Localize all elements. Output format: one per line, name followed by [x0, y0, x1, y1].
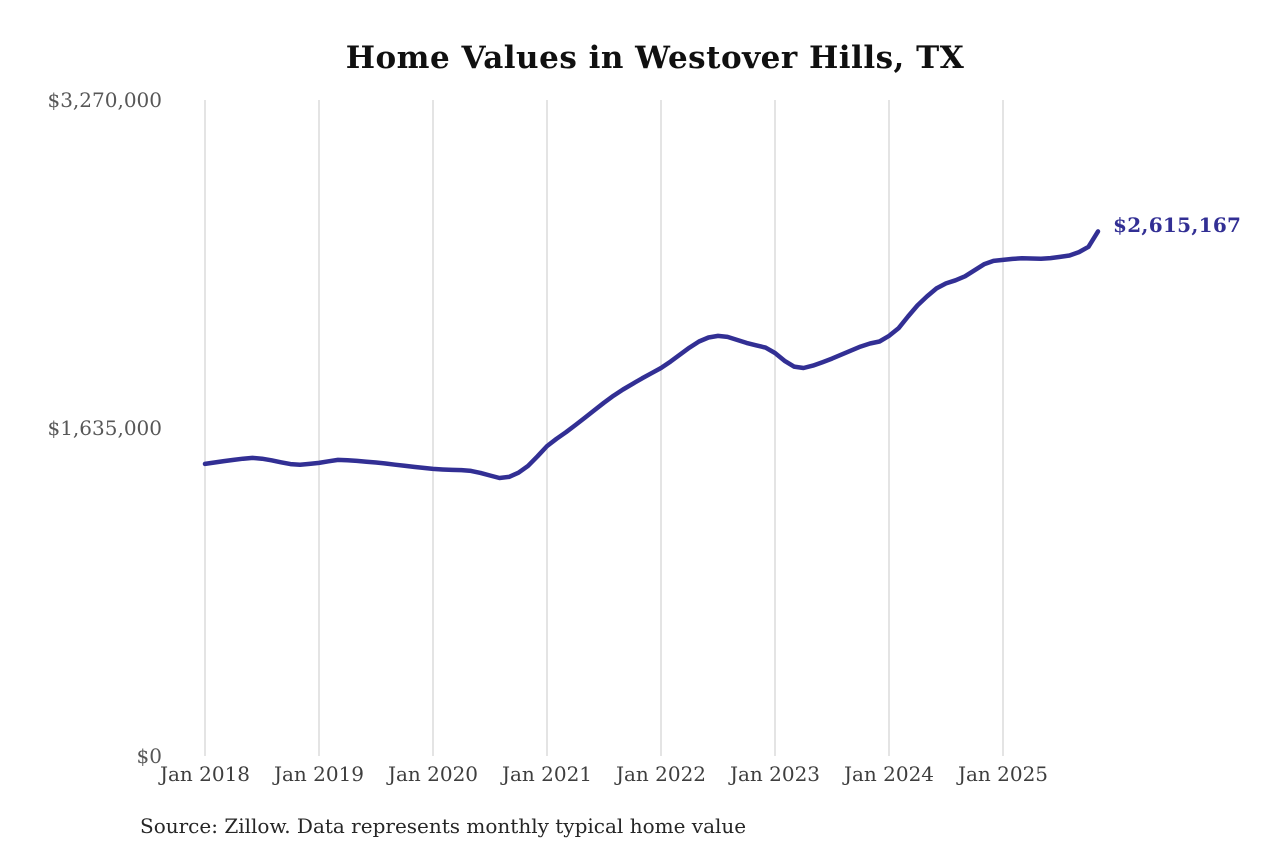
x-axis-tick-label: Jan 2025 — [957, 762, 1049, 786]
current-value-label: $2,615,167 — [1113, 213, 1242, 238]
x-axis-tick-label: Jan 2019 — [273, 762, 365, 786]
x-axis-tick-label: Jan 2022 — [615, 762, 707, 786]
x-axis-tick-label: Jan 2020 — [387, 762, 479, 786]
x-axis-tick-label: Jan 2023 — [729, 762, 821, 786]
chart-title: Home Values in Westover Hills, TX — [345, 40, 965, 76]
x-axis-tick-label: Jan 2024 — [843, 762, 935, 786]
y-axis-tick-label: $0 — [136, 744, 162, 768]
x-axis-tick-label: Jan 2018 — [159, 762, 251, 786]
y-axis-tick-label: $1,635,000 — [47, 416, 162, 440]
home-value-line — [202, 229, 1101, 481]
x-axis-tick-label: Jan 2021 — [501, 762, 593, 786]
y-axis-tick-label: $3,270,000 — [47, 88, 162, 112]
source-note: Source: Zillow. Data represents monthly … — [140, 814, 747, 838]
